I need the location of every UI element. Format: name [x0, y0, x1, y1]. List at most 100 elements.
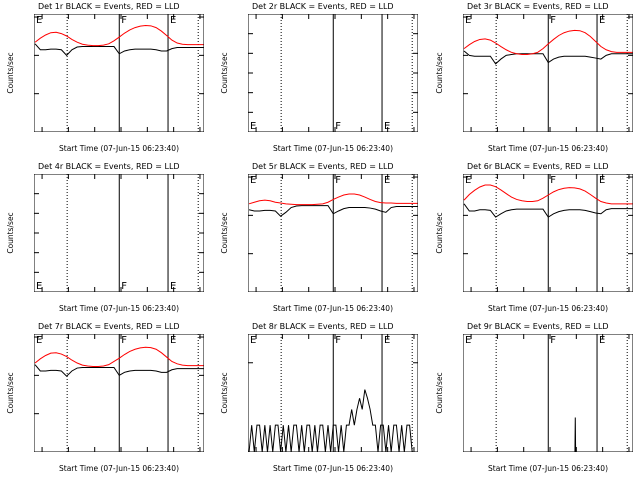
x-tick-label: 06:30: [245, 135, 267, 144]
x-tick-label: 07:45: [163, 295, 185, 304]
x-tick-label: 07:45: [377, 135, 399, 144]
data-line: [574, 417, 577, 452]
y-tick-label: 10: [236, 358, 246, 367]
y-tick-label: 10: [451, 249, 461, 258]
x-tick-label: 07:15: [539, 295, 561, 304]
y-axis-label: Counts/sec: [435, 52, 444, 93]
x-tick-label: 07:00: [298, 135, 320, 144]
panel-title: Det 8r BLACK = Events, RED = LLD: [252, 322, 394, 331]
x-axis-label: Start Time (07-Jun-15 06:23:40): [59, 304, 179, 313]
plot-area: 1 10 100 1000 06:30 06:45 07:00 07:15 07:30 07:45…: [442, 173, 640, 304]
panel-title: Det 6r BLACK = Events, RED = LLD: [467, 162, 609, 171]
y-tick-label: 1000: [442, 173, 461, 182]
plot-area: 1 10 06:30 06:45 07:00 07:15 07:30 07:45 08:00 E F…: [236, 334, 418, 464]
x-tick-label: 07:00: [84, 135, 106, 144]
y-tick-label: 10⁻²: [229, 88, 246, 97]
x-tick-label: 08:00: [189, 135, 211, 144]
x-axis-label: Start Time (07-Jun-15 06:23:40): [59, 144, 179, 153]
marker-label: F: [550, 335, 556, 346]
marker-label: E: [36, 281, 42, 292]
plot-area: 1 10 100 1000 06:30 06:45 07:00 07:15 07:30 07:45…: [227, 173, 425, 304]
panel: Det 2r BLACK = Events, RED = LLD Start Ti…: [220, 2, 425, 153]
marker-label: E: [170, 15, 176, 26]
data-line: [463, 184, 633, 205]
y-tick-label: 1000: [13, 13, 32, 22]
marker-label: E: [170, 281, 176, 292]
y-tick-label: 10⁻⁶: [15, 170, 32, 179]
x-tick-label: 06:45: [487, 135, 509, 144]
panel-title: Det 3r BLACK = Events, RED = LLD: [467, 2, 609, 11]
y-tick-label: 100: [447, 211, 462, 220]
x-tick-label: 07:00: [513, 455, 535, 464]
y-tick-label: 10⁰: [233, 128, 246, 137]
y-tick-label: 10⁻⁵: [15, 189, 32, 198]
marker-label: E: [384, 335, 390, 346]
x-axis-label: Start Time (07-Jun-15 06:23:40): [59, 464, 179, 473]
marker-label: E: [36, 335, 42, 346]
y-tick-label: 1000: [442, 13, 461, 22]
data-line: [34, 25, 204, 47]
panel-title: Det 9r BLACK = Events, RED = LLD: [467, 322, 609, 331]
plot-area: 1 10 100 1000 06:30 06:45 07:00 07:15 07:30 07:45…: [18, 334, 204, 464]
panel: Det 9r BLACK = Events, RED = LLD Start Ti…: [435, 322, 640, 473]
marker-label: E: [599, 335, 605, 346]
y-tick-label: 10: [22, 89, 32, 98]
plot-area: 10⁰ 10⁻¹ 10⁻² 10⁻³ 10⁻⁴ 10⁻⁵ 10⁻⁶ 06:30 06:45 07:…: [15, 170, 211, 304]
y-tick-label: 1: [27, 128, 32, 137]
data-line: [463, 50, 633, 65]
panel-title: Det 1r BLACK = Events, RED = LLD: [38, 2, 180, 11]
plot-area: 1 10 100 1000 06:30 06:45 07:00 07:15 07:30 07:45…: [13, 13, 211, 144]
x-tick-label: 06:45: [272, 295, 294, 304]
marker-label: E: [250, 175, 256, 186]
x-tick-label: 07:45: [377, 295, 399, 304]
x-axis-label: Start Time (07-Jun-15 06:23:40): [273, 304, 393, 313]
x-tick-label: 06:30: [31, 135, 53, 144]
marker-label: F: [121, 335, 127, 346]
x-tick-label: 06:45: [58, 455, 80, 464]
y-axis-label: Counts/sec: [220, 372, 229, 413]
y-tick-label: 1000: [227, 173, 246, 182]
x-tick-label: 07:30: [351, 295, 373, 304]
x-tick-label: 07:30: [566, 135, 588, 144]
data-line: [34, 43, 204, 57]
x-tick-label: 06:45: [58, 135, 80, 144]
y-tick-label: 1: [456, 128, 461, 137]
x-tick-label: 08:00: [403, 295, 425, 304]
y-tick-label: 100: [18, 371, 33, 380]
x-tick-label: 06:30: [31, 455, 53, 464]
panel-title: Det 7r BLACK = Events, RED = LLD: [38, 322, 180, 331]
data-line: [34, 346, 204, 368]
y-tick-label: 10⁻³: [229, 69, 246, 78]
x-tick-label: 08:00: [618, 135, 640, 144]
x-tick-label: 07:00: [84, 295, 106, 304]
y-axis-label: Counts/sec: [6, 372, 15, 413]
y-tick-label: 10⁻⁴: [15, 209, 32, 218]
marker-label: E: [465, 335, 471, 346]
y-tick-label: 1: [27, 448, 32, 457]
x-tick-label: 07:30: [566, 455, 588, 464]
x-tick-label: 07:15: [110, 455, 132, 464]
marker-label: E: [599, 15, 605, 26]
data-line: [463, 29, 633, 56]
x-axis-label: Start Time (07-Jun-15 06:23:40): [488, 304, 608, 313]
x-tick-label: 06:45: [487, 295, 509, 304]
x-tick-label: 08:00: [189, 295, 211, 304]
marker-label: F: [550, 15, 556, 26]
y-tick-label: 10⁻³: [15, 229, 32, 238]
x-tick-label: 08:00: [403, 135, 425, 144]
x-tick-label: 08:00: [618, 455, 640, 464]
x-tick-label: 06:30: [460, 295, 482, 304]
x-tick-label: 08:00: [618, 295, 640, 304]
marker-label: E: [384, 121, 390, 132]
x-tick-label: 06:30: [31, 295, 53, 304]
x-tick-label: 07:30: [566, 295, 588, 304]
x-tick-label: 07:15: [324, 135, 346, 144]
x-tick-label: 06:45: [272, 455, 294, 464]
x-tick-label: 07:00: [84, 455, 106, 464]
x-tick-label: 07:15: [539, 455, 561, 464]
panel: Det 5r BLACK = Events, RED = LLD Start Ti…: [220, 162, 425, 313]
marker-label: E: [384, 175, 390, 186]
marker-label: E: [250, 335, 256, 346]
x-tick-label: 06:30: [460, 455, 482, 464]
x-tick-label: 07:30: [351, 455, 373, 464]
